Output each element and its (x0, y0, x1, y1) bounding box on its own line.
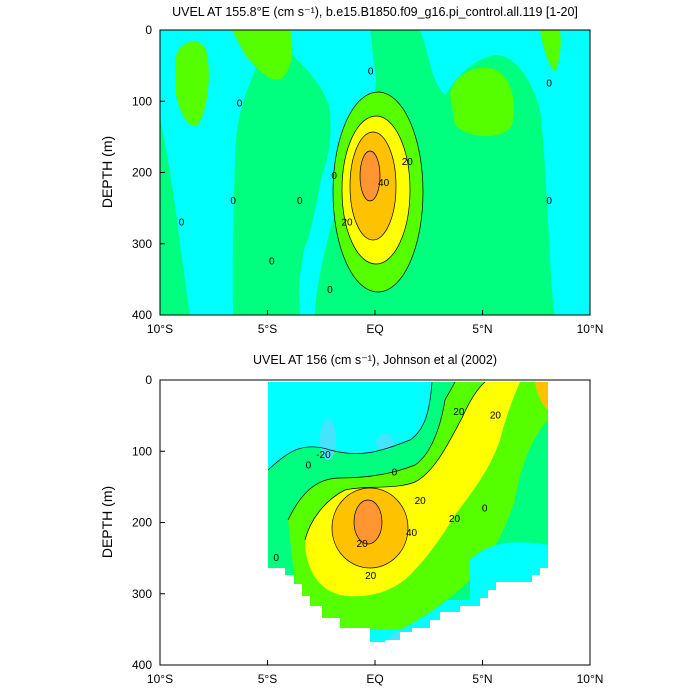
panel1-ytick-label: 200 (132, 166, 152, 180)
panel2-contour-label: 20 (453, 407, 465, 418)
panel1-pos10-blob-sw (175, 41, 209, 126)
panel2-xtick-label: EQ (366, 672, 383, 686)
panel2-ytick-label: 200 (132, 516, 152, 530)
panel2-contour-label: 0 (482, 503, 488, 514)
panel2-xtick-label: 5°N (472, 672, 492, 686)
panel1-xtick-label: EQ (366, 322, 383, 336)
panel1-jet-40 (360, 151, 380, 201)
panel1-ylabel: DEPTH (m) (99, 136, 115, 208)
panel2-ytick-label: 300 (132, 587, 152, 601)
panel2-contour-label: 0 (392, 468, 398, 479)
panel2-contour-label: 20 (415, 496, 427, 507)
panel1-xtick-label: 5°N (472, 322, 492, 336)
panel1-ytick-label: 400 (132, 308, 152, 322)
panel1-ytick-label: 0 (145, 23, 152, 37)
panel1-contour-label: 0 (546, 196, 552, 207)
panel2-contour-lines (268, 382, 486, 569)
panel1-pos10-cap-nw (232, 30, 293, 80)
panel1-pos10-blob-ne (450, 67, 514, 137)
panel2-ylabel: DEPTH (m) (99, 486, 115, 558)
panel1-contour-label: 20 (402, 157, 414, 168)
panel2-contour-label: 20 (357, 539, 369, 550)
panel1-xtick-label: 5°S (258, 322, 277, 336)
panel1-contour-label: 0 (546, 78, 552, 89)
panel2-xtick-label: 10°S (147, 672, 173, 686)
panel2-ne-patch (535, 382, 548, 410)
panel1-contour-label: 0 (327, 285, 333, 296)
panel2-ytick-label: 400 (132, 658, 152, 672)
panel2-neg-pocket-1 (320, 420, 336, 460)
panel1-contour-label: 20 (341, 217, 353, 228)
panel2-xtick-label: 10°N (577, 672, 604, 686)
panel2-contour-label: 0 (273, 553, 279, 564)
panel1-xtick-label: 10°N (577, 322, 604, 336)
panel2-core-40 (354, 500, 382, 544)
panel1-xtick-label: 10°S (147, 322, 173, 336)
panel1-contour-lines (332, 91, 424, 293)
panel1-neg-region-east (420, 30, 590, 315)
panel1-neg-region-central (265, 30, 376, 315)
panel2-ytick-label: 0 (145, 373, 152, 387)
panel2-contour-label: -20 (316, 450, 331, 461)
panel2-plot (268, 382, 548, 642)
panel2-contour-label: 20 (365, 571, 377, 582)
panel2-contour-label: 40 (406, 528, 418, 539)
panel1-contour-label: 0 (269, 257, 275, 268)
panel1-contour-labels: 0 0 0 0 0 0 0 0 0 0 20 40 20 (179, 66, 553, 296)
panel2-contour-label: 0 (306, 461, 312, 472)
panel1-ytick-label: 300 (132, 237, 152, 251)
panel1-contour-label: 0 (179, 217, 185, 228)
panel2-ytick-label: 100 (132, 444, 152, 458)
panel1-plot (160, 30, 590, 315)
panel2-neg-pocket-3 (390, 632, 406, 642)
panel2-neg-pocket-2 (376, 434, 394, 450)
panel1-ytick-label: 100 (132, 94, 152, 108)
panel2-contour-labels: 0 -20 0 0 20 40 20 20 20 0 20 20 (273, 407, 501, 582)
panel1-contour-label: 0 (237, 98, 243, 109)
panel2-xtick-label: 5°S (258, 672, 277, 686)
panel1-contour-label: 0 (297, 196, 303, 207)
panel1-contour-label: 40 (378, 178, 390, 189)
panel2-contour-label: 20 (449, 514, 461, 525)
panel1-contour-label: 0 (331, 171, 337, 182)
panel2-contour-label: 20 (490, 411, 502, 422)
panel1-pos10-cap-ne (540, 30, 561, 72)
panel1-contour-label: 0 (368, 66, 374, 77)
panel2-title: UVEL AT 156 (cm s⁻¹), Johnson et al (200… (253, 353, 497, 367)
panel1-title: UVEL AT 155.8°E (cm s⁻¹), b.e15.B1850.f0… (172, 5, 578, 19)
panel1-contour-label: 0 (230, 196, 236, 207)
